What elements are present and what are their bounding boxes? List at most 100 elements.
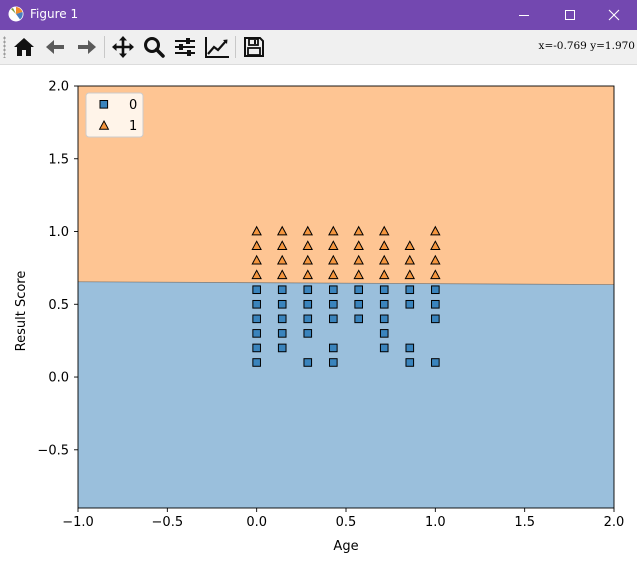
- x-tick-label: 0.0: [246, 515, 267, 530]
- data-point-class-0: [379, 314, 389, 324]
- data-point-class-1: [251, 225, 262, 236]
- sliders-icon: [175, 38, 195, 56]
- move-icon: [112, 36, 134, 58]
- y-tick-label: 0.0: [48, 371, 69, 386]
- title-bar: Figure 1: [0, 0, 637, 30]
- data-point-class-1: [404, 240, 416, 250]
- y-tick-label: 0.5: [48, 298, 69, 313]
- data-point-class-0: [252, 285, 261, 295]
- data-point-class-1: [378, 269, 390, 280]
- data-point-class-1: [302, 225, 314, 236]
- home-icon: [14, 38, 34, 56]
- save-button[interactable]: [241, 34, 267, 60]
- data-point-class-1: [276, 225, 288, 236]
- data-point-class-1: [378, 225, 390, 236]
- data-point-class-0: [303, 329, 313, 338]
- zoom-button[interactable]: [141, 34, 167, 60]
- data-point-class-0: [252, 314, 261, 324]
- x-tick-label: 1.0: [425, 515, 446, 530]
- data-point-class-1: [251, 254, 262, 265]
- back-button[interactable]: [43, 34, 69, 60]
- data-point-class-1: [353, 225, 364, 236]
- data-point-class-0: [405, 343, 415, 353]
- cursor-coordinates: x=-0.769 y=1.970: [538, 40, 635, 52]
- y-tick-label: 2.0: [48, 80, 69, 95]
- x-tick-label: −0.5: [152, 515, 184, 530]
- toolbar-grip[interactable]: [3, 36, 6, 58]
- data-point-class-1: [328, 269, 339, 280]
- data-point-class-1: [378, 240, 390, 250]
- data-point-class-0: [329, 314, 338, 324]
- data-point-class-0: [354, 285, 363, 295]
- home-button[interactable]: [11, 34, 37, 60]
- arrow-left-icon: [46, 40, 64, 54]
- y-tick-label: −0.5: [37, 443, 69, 458]
- zoom-icon: [144, 37, 165, 58]
- save-icon: [244, 37, 264, 57]
- data-point-class-0: [252, 343, 261, 353]
- data-point-class-0: [303, 358, 313, 367]
- data-point-class-0: [329, 343, 338, 353]
- data-point-class-0: [405, 285, 415, 295]
- data-point-class-0: [277, 329, 287, 338]
- legend-marker-class-0: [99, 100, 109, 109]
- x-axis-label: Age: [333, 539, 358, 554]
- data-point-class-0: [252, 329, 261, 338]
- data-point-class-1: [404, 254, 416, 265]
- window-title: Figure 1: [30, 7, 79, 21]
- maximize-icon: [565, 10, 575, 20]
- toolbar-separator: [235, 36, 236, 58]
- close-button[interactable]: [591, 0, 637, 30]
- data-point-class-0: [329, 299, 338, 309]
- x-tick-label: 0.5: [336, 515, 357, 530]
- data-point-class-1: [378, 254, 390, 265]
- data-point-class-1: [430, 240, 441, 250]
- data-point-class-1: [353, 254, 364, 265]
- data-point-class-0: [303, 299, 313, 309]
- y-tick-label: 1.0: [48, 225, 69, 240]
- data-point-class-0: [329, 285, 338, 295]
- y-axis-label: Result Score: [14, 271, 29, 352]
- data-point-class-0: [379, 329, 389, 338]
- data-point-class-0: [252, 358, 261, 367]
- data-point-class-1: [302, 269, 314, 280]
- data-point-class-1: [276, 269, 288, 280]
- x-tick-label: −1.0: [62, 515, 94, 530]
- legend-marker-class-1: [98, 119, 110, 130]
- data-point-class-0: [277, 299, 287, 309]
- data-point-class-0: [379, 285, 389, 295]
- maximize-button[interactable]: [547, 0, 593, 30]
- pan-button[interactable]: [110, 34, 136, 60]
- data-point-class-0: [303, 314, 313, 324]
- subplots-button[interactable]: [172, 34, 198, 60]
- legend-label-class-1: 1: [129, 119, 137, 134]
- x-tick-label: 2.0: [604, 515, 625, 530]
- data-point-class-0: [379, 343, 389, 353]
- data-point-class-1: [404, 269, 416, 280]
- data-point-class-0: [431, 299, 440, 309]
- navigation-toolbar: x=-0.769 y=1.970: [0, 30, 637, 65]
- arrow-right-icon: [78, 40, 96, 54]
- plot-canvas[interactable]: −1.0 −0.5 0.0 0.5 1.0 1.5 2.0 −0.5 0.0 0.5 1.0 1.5 2…: [0, 65, 637, 570]
- minimize-icon: [519, 15, 529, 16]
- data-point-class-0: [431, 358, 440, 367]
- data-point-class-0: [277, 285, 287, 295]
- data-point-class-1: [328, 240, 339, 250]
- data-point-class-0: [354, 299, 363, 309]
- legend-label-class-0: 0: [129, 98, 137, 113]
- x-tick-label: 1.5: [514, 515, 535, 530]
- forward-button[interactable]: [73, 34, 99, 60]
- data-point-class-0: [277, 314, 287, 324]
- data-point-class-1: [302, 254, 314, 265]
- data-point-class-0: [252, 299, 261, 309]
- customize-button[interactable]: [204, 34, 230, 60]
- data-point-class-1: [276, 240, 288, 250]
- data-point-class-0: [431, 285, 440, 295]
- data-point-class-0: [379, 299, 389, 309]
- data-point-class-0: [405, 299, 415, 309]
- close-icon: [608, 9, 620, 21]
- minimize-button[interactable]: [501, 0, 547, 30]
- y-tick-label: 1.5: [48, 152, 69, 167]
- data-point-class-1: [353, 240, 364, 250]
- data-point-class-0: [354, 314, 363, 324]
